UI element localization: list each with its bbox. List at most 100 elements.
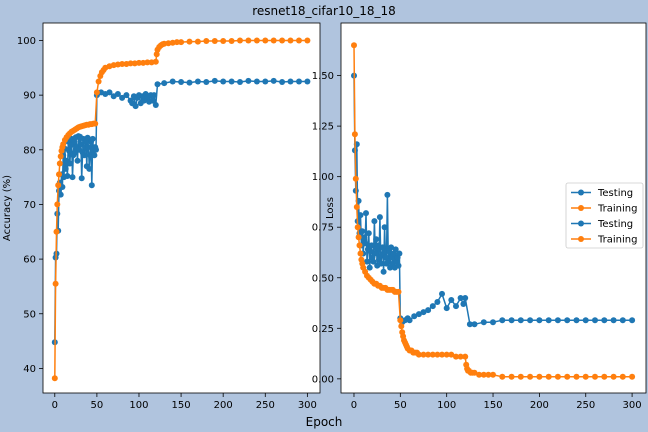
training-data-point: [296, 37, 302, 44]
training-data-point: [397, 317, 404, 324]
training-data-point: [211, 38, 218, 44]
testing-data-point: [132, 103, 139, 110]
testing-data-point: [154, 81, 161, 88]
testing-data-point: [443, 305, 450, 312]
testing-data-point: [415, 311, 422, 318]
training-data-point: [490, 371, 496, 378]
training-data-point: [51, 375, 58, 382]
testing-data-point: [106, 89, 113, 96]
testing-data-point: [490, 319, 496, 326]
training-data-point: [415, 351, 422, 358]
testing-data-point: [85, 144, 92, 151]
training-data-point: [228, 38, 235, 44]
training-data-point: [353, 204, 360, 210]
testing-data-point: [385, 258, 392, 265]
training-data-point: [54, 201, 61, 208]
testing-data-point: [471, 321, 478, 328]
training-data-point: [453, 353, 459, 360]
training-data-point: [545, 373, 552, 380]
training-data-point: [448, 351, 455, 358]
testing-data-point: [582, 317, 589, 324]
testing-data-point: [69, 174, 76, 181]
legend-label: Training: [597, 235, 637, 246]
training-data-point: [173, 39, 180, 46]
training-data-point: [52, 280, 59, 287]
testing-data-point: [78, 175, 85, 182]
training-data-point: [425, 351, 432, 358]
x-tick-label: 250: [256, 400, 275, 411]
training-data-point: [356, 242, 363, 249]
training-data-point: [92, 120, 99, 127]
training-data-point: [136, 59, 142, 66]
training-data-point: [237, 37, 243, 44]
training-data-point: [357, 250, 364, 257]
testing-data-point: [365, 230, 372, 237]
training-data-point: [245, 37, 252, 44]
testing-data-point: [245, 77, 252, 84]
testing-data-point: [429, 303, 436, 310]
testing-data-point: [573, 317, 580, 324]
testing-data-point: [228, 78, 235, 85]
training-data-point: [395, 288, 402, 295]
testing-data-point: [364, 258, 370, 265]
figure-xlabel: Epoch: [306, 415, 343, 429]
x-tick-label: 100: [129, 400, 148, 411]
testing-data-point: [453, 303, 459, 310]
testing-data-point: [366, 264, 373, 271]
testing-data-point: [480, 319, 487, 326]
testing-data-point: [379, 244, 386, 251]
training-data-point: [152, 58, 159, 65]
training-data-point: [262, 37, 269, 44]
testing-data-point: [114, 91, 121, 97]
y-tick-label: 1.00: [312, 172, 334, 183]
testing-data-point: [466, 321, 473, 328]
legend-marker: [578, 189, 584, 196]
testing-data-point: [296, 78, 302, 85]
testing-data-point: [357, 212, 364, 219]
training-data-point: [186, 38, 193, 45]
testing-data-point: [592, 317, 598, 324]
training-data-point: [194, 38, 201, 45]
training-data-point: [144, 59, 151, 66]
training-data-point: [429, 351, 436, 358]
testing-data-point: [178, 79, 185, 85]
testing-data-point: [380, 268, 387, 275]
testing-data-point: [89, 135, 96, 142]
training-data-point: [127, 60, 134, 67]
training-data-point: [203, 38, 210, 44]
testing-data-point: [169, 78, 176, 85]
training-data-point: [420, 351, 427, 358]
y-axis-label: Loss: [325, 197, 336, 219]
testing-data-point: [123, 92, 130, 99]
testing-data-point: [362, 240, 369, 247]
legend-marker: [578, 236, 584, 242]
loss-plot: 0 50 100 150 200 250 300 0.00 0.25 0.50 0.75 1.00 1.…: [312, 22, 647, 411]
testing-data-point: [57, 191, 64, 198]
legend-label: Testing: [597, 219, 633, 230]
training-data-point: [462, 353, 469, 360]
legend-label: Testing: [597, 188, 633, 199]
testing-data-point: [152, 102, 159, 108]
y-tick-label: 60: [23, 255, 36, 266]
training-data-point: [352, 175, 359, 182]
testing-data-point: [66, 147, 73, 154]
training-data-point: [287, 37, 294, 44]
training-data-point: [351, 131, 358, 138]
training-data-point: [57, 153, 64, 160]
x-tick-label: 100: [437, 400, 456, 411]
testing-data-point: [406, 317, 413, 324]
y-tick-label: 1.25: [312, 122, 334, 133]
testing-data-point: [434, 299, 441, 305]
training-data-point: [499, 373, 506, 380]
testing-data-point: [186, 79, 193, 86]
testing-data-point: [88, 182, 95, 189]
training-data-point: [354, 224, 361, 231]
training-data-point: [517, 373, 524, 380]
plot-frame: [340, 22, 647, 394]
figure-title: resnet18_cifar10_18_18: [252, 4, 396, 18]
training-data-point: [485, 371, 492, 378]
y-tick-label: 1.50: [312, 71, 334, 82]
training-data-point: [56, 160, 63, 167]
testing-data-point: [564, 317, 571, 324]
